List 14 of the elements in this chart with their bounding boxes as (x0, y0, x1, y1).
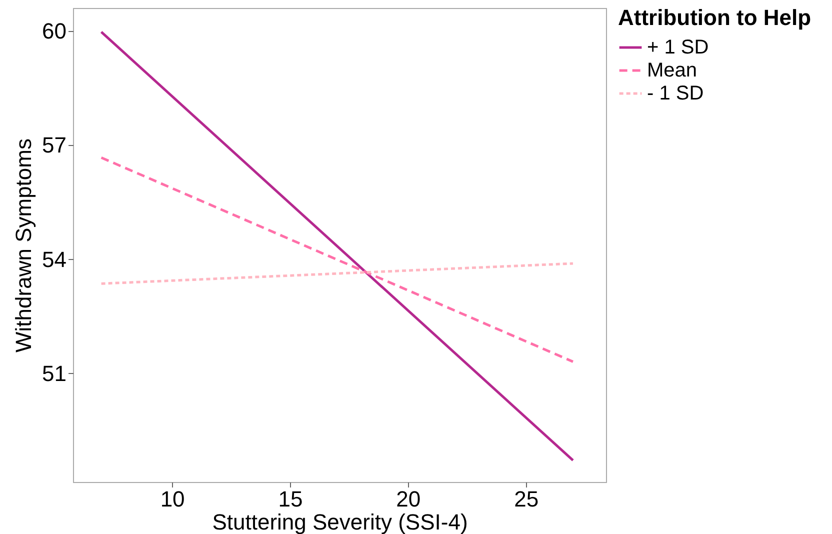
x-tick-label: 15 (278, 486, 303, 512)
legend-label: Mean (647, 60, 698, 82)
x-tick-label: 25 (514, 486, 539, 512)
y-tick-label: 54 (42, 246, 66, 272)
y-tick-label: 57 (42, 132, 66, 158)
legend-label: + 1 SD (647, 36, 709, 58)
y-axis-title: Withdrawn Symptoms (11, 138, 36, 352)
y-tick-label: 51 (42, 360, 66, 386)
legend-label: - 1 SD (647, 82, 704, 104)
legend-title: Attribution to Help (618, 5, 812, 30)
y-tick-label: 60 (42, 18, 66, 44)
x-tick-label: 10 (160, 486, 185, 512)
x-axis-title: Stuttering Severity (SSI-4) (212, 510, 468, 534)
x-tick-label: 20 (396, 486, 421, 512)
